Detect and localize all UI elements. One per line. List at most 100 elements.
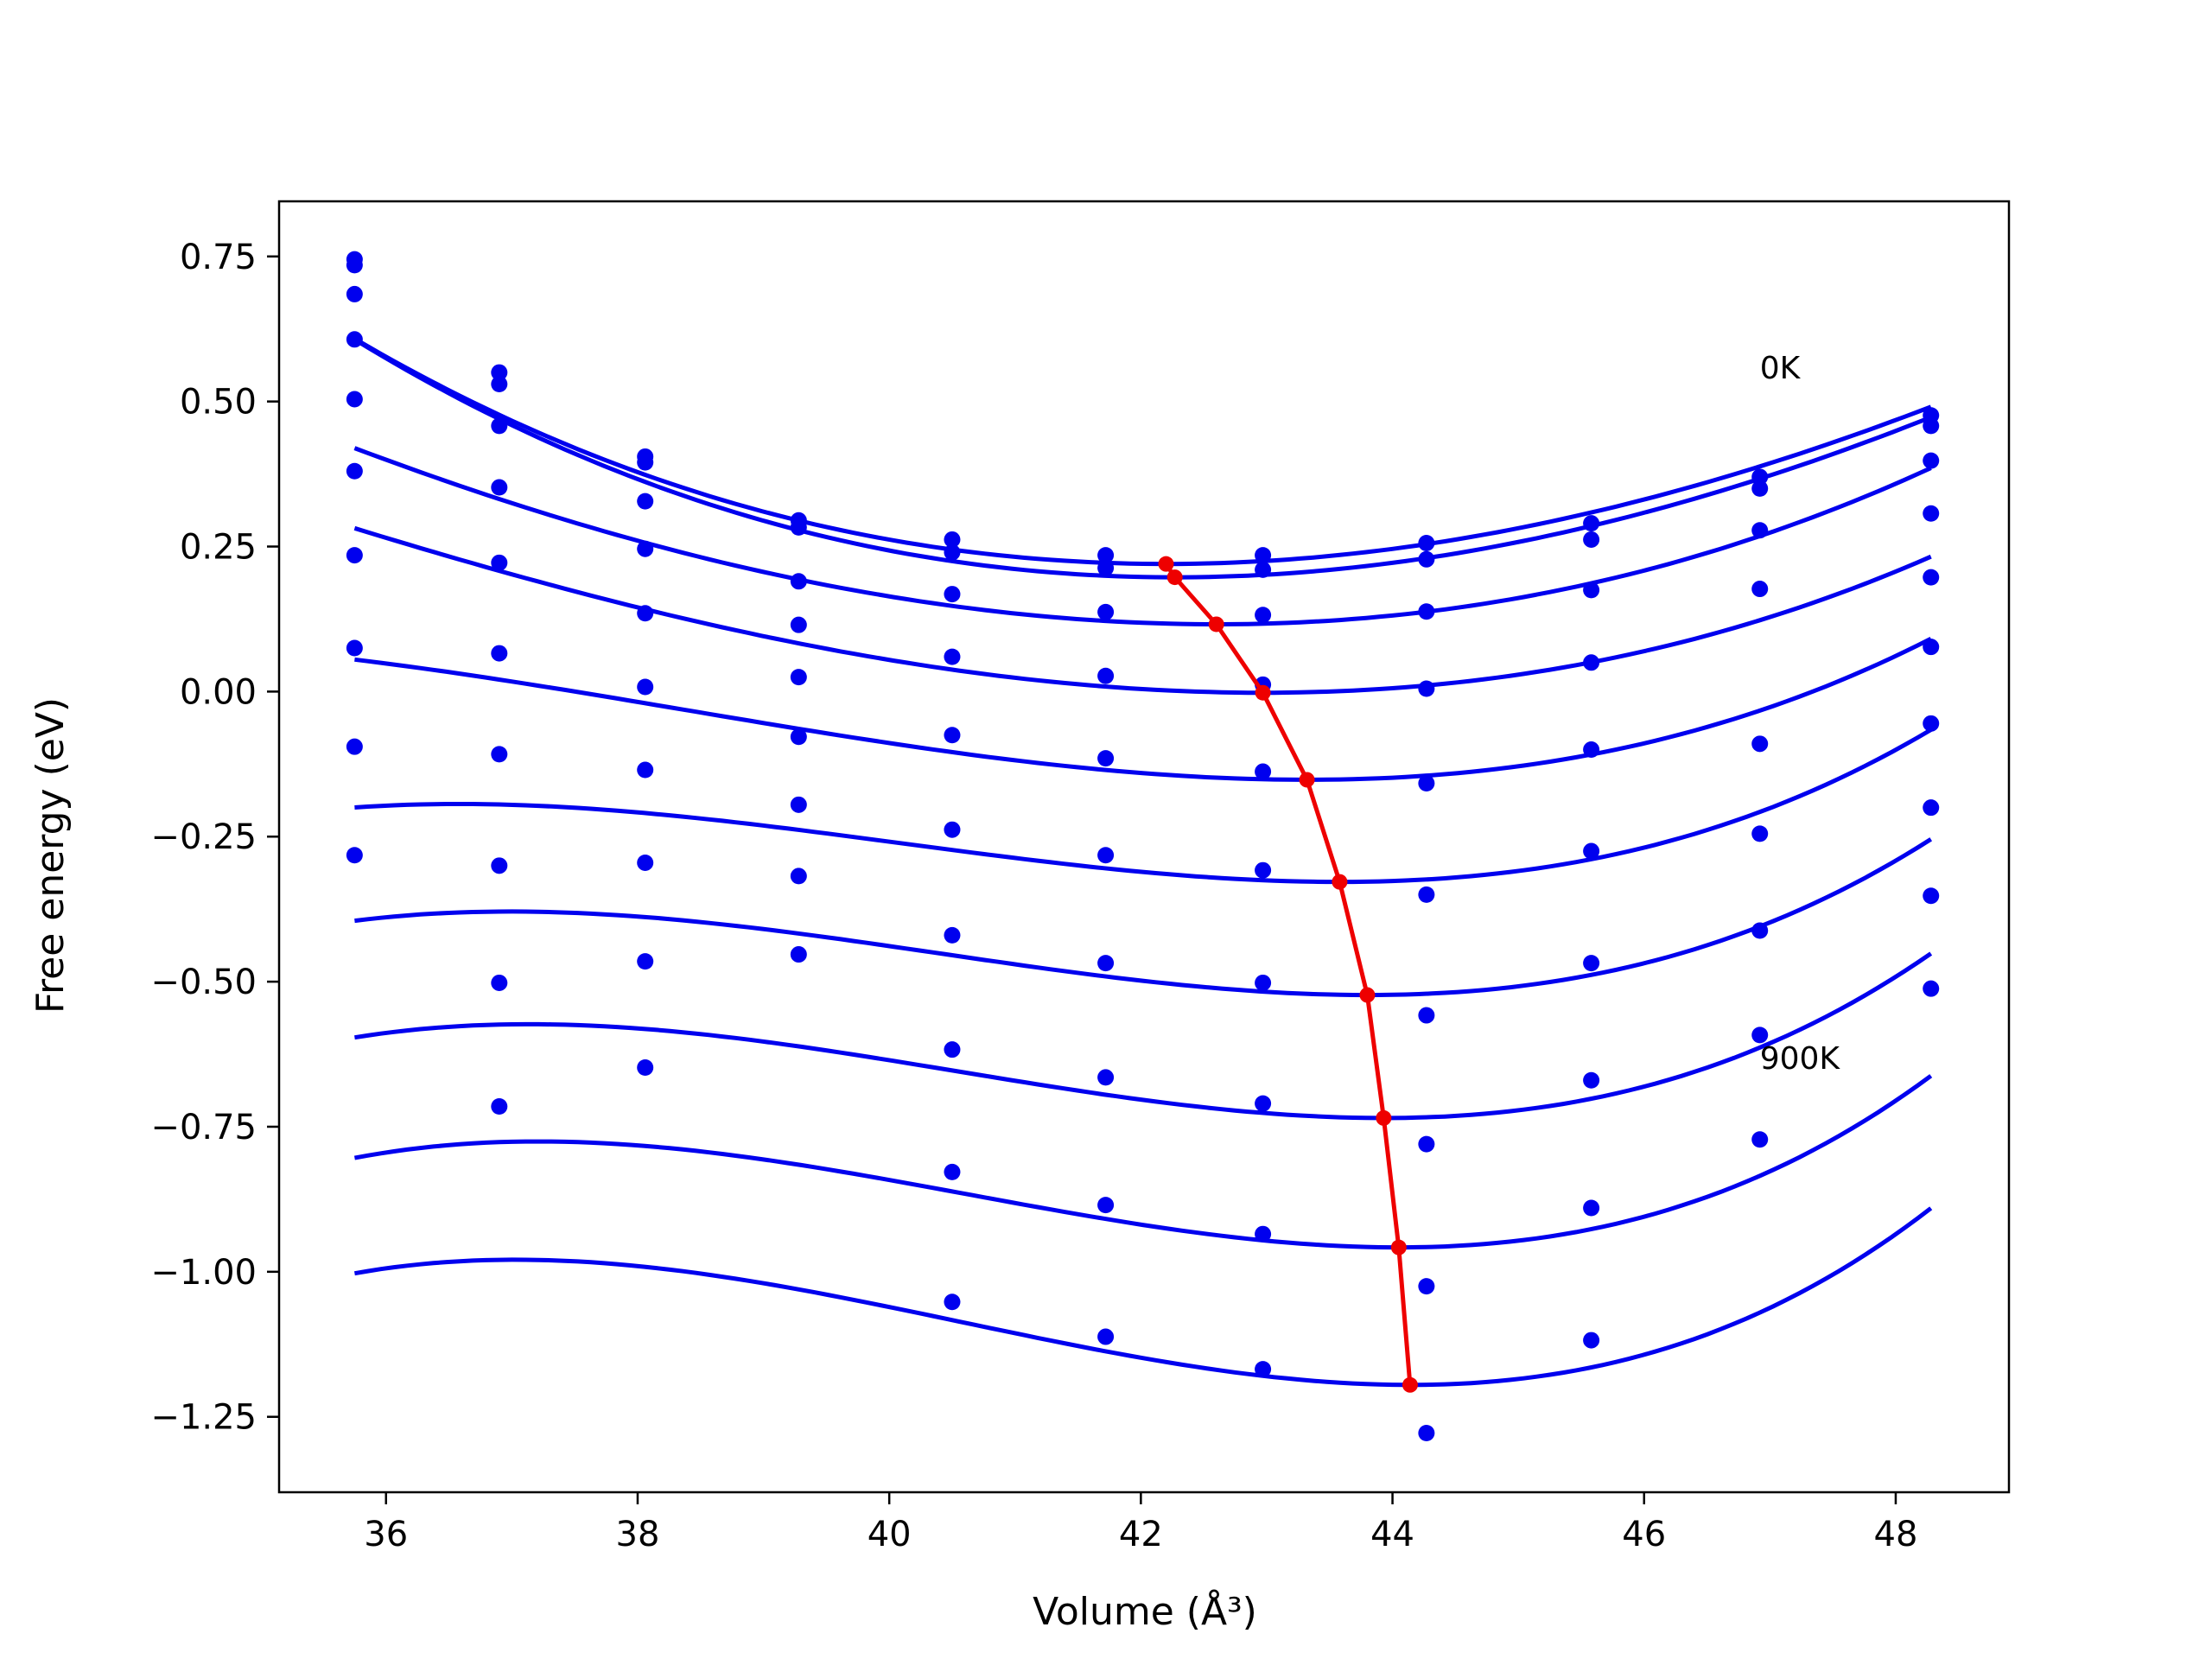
x-tick-label: 42 (1119, 1515, 1163, 1554)
minimum-point (1332, 874, 1348, 890)
data-point (790, 573, 807, 590)
data-point (637, 605, 654, 622)
data-point (1418, 774, 1435, 791)
data-point (1255, 1361, 1272, 1378)
data-point (1097, 1197, 1115, 1214)
data-point (1255, 561, 1272, 578)
x-tick-label: 48 (1874, 1515, 1918, 1554)
data-point (1097, 667, 1115, 684)
y-tick-label: −0.50 (150, 963, 257, 1002)
y-tick-label: 0.75 (180, 238, 257, 277)
fit-curve-3 (353, 525, 1932, 696)
data-point (1255, 547, 1272, 564)
data-point (1255, 1225, 1272, 1243)
data-point (790, 796, 807, 813)
data-point (1583, 1199, 1600, 1217)
x-axis-label: Volume (Å³) (1033, 1588, 1257, 1634)
data-point (637, 1058, 654, 1076)
data-point (944, 727, 961, 744)
data-point (1751, 522, 1769, 539)
y-tick-label: −0.25 (150, 817, 257, 857)
data-point (1418, 680, 1435, 697)
data-point (1583, 515, 1600, 532)
y-tick-label: 0.00 (180, 672, 257, 712)
data-point (1255, 763, 1272, 780)
fit-curve-7 (354, 951, 1933, 1121)
data-point (1923, 799, 1940, 817)
data-point (491, 364, 508, 381)
data-point (1418, 534, 1435, 551)
data-point (1097, 847, 1115, 864)
data-point (1418, 1135, 1435, 1153)
minimum-point (1402, 1376, 1418, 1393)
data-point (944, 1041, 961, 1058)
fit-curve-9 (353, 1206, 1933, 1388)
data-point (637, 454, 654, 471)
data-point (1583, 955, 1600, 972)
plot-frame (277, 200, 2011, 1494)
data-point (1255, 861, 1272, 879)
annotations: 0K 900K (1760, 351, 1841, 1077)
minima-path (1158, 556, 1418, 1393)
axes (277, 200, 2011, 1494)
data-point (346, 547, 363, 564)
y-tick-label: −1.00 (150, 1253, 257, 1293)
data-point (1923, 569, 1940, 586)
data-point (1418, 1007, 1435, 1024)
data-point (1418, 1278, 1435, 1295)
data-point (637, 493, 654, 510)
minimum-point (1299, 772, 1315, 788)
data-point (790, 616, 807, 633)
data-point (637, 953, 654, 970)
data-point (1751, 825, 1769, 842)
data-point (1751, 1027, 1769, 1044)
data-point (790, 518, 807, 536)
minimum-point (1255, 684, 1271, 701)
data-point (1097, 547, 1115, 564)
data-point (1418, 886, 1435, 903)
data-point (1923, 639, 1940, 656)
data-point (1097, 603, 1115, 620)
data-point (637, 540, 654, 557)
data-point (1751, 480, 1769, 497)
data-point (1923, 505, 1940, 522)
data-point (637, 854, 654, 871)
data-point (944, 821, 961, 838)
data-point (1097, 559, 1115, 576)
data-point (1583, 1071, 1600, 1089)
x-tick-label: 40 (868, 1515, 912, 1554)
data-point (790, 868, 807, 885)
fit-curve-6 (354, 837, 1933, 998)
data-point (1923, 980, 1940, 997)
annotation-900k: 900K (1760, 1041, 1841, 1077)
tick-marks: 36 38 40 42 44 46 48 0.75 0.50 0.25 0.00 −0.25 −0.50… (150, 238, 1917, 1554)
data-point (1097, 955, 1115, 972)
data-point (1583, 842, 1600, 860)
data-point (1583, 1332, 1600, 1349)
data-point (944, 531, 961, 548)
data-point (491, 645, 508, 662)
data-point (1923, 452, 1940, 469)
data-point (1751, 922, 1769, 939)
minimum-point (1359, 987, 1376, 1003)
data-point (944, 543, 961, 561)
annotation-0k: 0K (1760, 351, 1802, 386)
fit-curve-0 (353, 336, 1932, 567)
x-tick-label: 44 (1370, 1515, 1414, 1554)
fit-curves (353, 336, 1933, 1388)
y-tick-label: 0.50 (180, 383, 257, 423)
y-tick-label: −1.25 (150, 1398, 257, 1438)
data-point (944, 926, 961, 944)
data-points (346, 251, 1940, 1442)
data-point (1751, 581, 1769, 598)
minimum-point (1158, 556, 1174, 572)
data-point (790, 669, 807, 686)
data-point (346, 462, 363, 480)
data-point (1583, 531, 1600, 548)
data-point (491, 974, 508, 991)
data-point (1255, 607, 1272, 624)
data-point (1097, 1069, 1115, 1086)
data-point (1097, 750, 1115, 767)
data-point (1583, 582, 1600, 599)
data-point (1751, 468, 1769, 486)
